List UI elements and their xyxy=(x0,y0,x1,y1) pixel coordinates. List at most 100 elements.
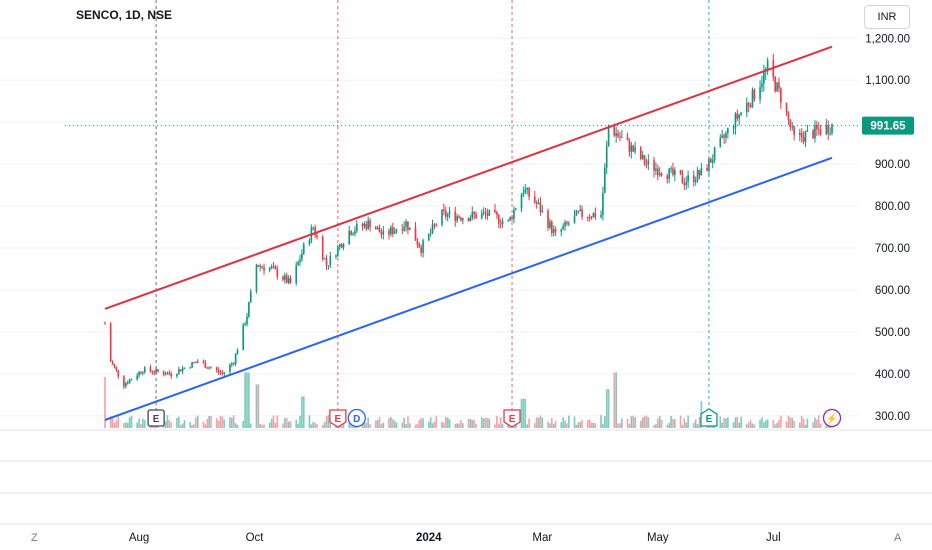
volume-bar xyxy=(441,421,443,428)
candle-body xyxy=(791,126,794,128)
candle-body xyxy=(759,87,761,100)
volume-bar xyxy=(592,422,595,428)
volume-bar xyxy=(588,419,591,428)
event-marker-earnings-neutral[interactable]: E xyxy=(147,409,165,427)
auto-scale-button[interactable]: A xyxy=(894,532,902,544)
volume-bar xyxy=(302,396,305,428)
volume-bar xyxy=(615,372,617,428)
event-marker-earnings-miss[interactable]: E xyxy=(503,409,521,428)
candle-body xyxy=(329,255,332,266)
volume-bar xyxy=(176,418,178,428)
candle-body xyxy=(615,133,617,136)
volume-bar xyxy=(431,423,434,428)
volume-bar xyxy=(473,419,475,428)
candle-body xyxy=(829,133,831,135)
candle-body xyxy=(660,173,663,176)
candle-body xyxy=(653,160,655,171)
candle-body xyxy=(193,362,195,364)
y-tick-label: 600.00 xyxy=(875,285,910,297)
event-marker-box xyxy=(147,409,165,427)
candle-body xyxy=(526,187,529,190)
volume-bar xyxy=(617,423,619,428)
candle-body xyxy=(496,212,498,216)
last-price-tag: 991.65 xyxy=(862,116,914,135)
volume-bar xyxy=(276,415,279,428)
candle-body xyxy=(798,132,801,135)
candle-body xyxy=(541,210,544,212)
volume-bar xyxy=(552,423,555,428)
candle-body xyxy=(422,240,424,253)
event-lines xyxy=(155,0,710,420)
event-marker-dividend[interactable]: D xyxy=(347,408,366,428)
symbol-title[interactable]: SENCO, 1D, NSE xyxy=(76,8,173,22)
volume-bar xyxy=(272,415,275,428)
trend-channel[interactable] xyxy=(104,45,833,421)
volume-bar xyxy=(814,417,816,428)
volume-bar xyxy=(136,422,139,428)
volume-bar xyxy=(416,423,419,428)
candle-body xyxy=(573,215,576,224)
volume-bar xyxy=(791,417,794,428)
candle-body xyxy=(658,173,661,176)
volume-bar xyxy=(140,424,142,428)
candle-body xyxy=(183,367,186,369)
candle-body xyxy=(789,119,792,128)
upper-channel-line xyxy=(104,45,833,310)
candle-body xyxy=(416,240,419,245)
currency-button[interactable]: INR xyxy=(864,5,910,29)
candle-body xyxy=(162,371,165,375)
volume-bar xyxy=(403,417,405,428)
candle-body xyxy=(405,221,407,227)
volume-bar xyxy=(138,418,140,428)
candle-body xyxy=(308,240,311,245)
volume-bar xyxy=(469,418,472,428)
candle-body xyxy=(391,227,394,234)
x-tick-label: Aug xyxy=(129,532,149,544)
candle-body xyxy=(429,232,432,234)
event-marker-earnings-beat[interactable]: E xyxy=(700,408,718,427)
volume-bar xyxy=(653,424,655,428)
volume-bar xyxy=(643,416,646,428)
candle-body xyxy=(448,211,451,215)
volume-bar xyxy=(524,398,527,428)
volume-bar xyxy=(619,423,621,428)
volume-bar xyxy=(696,424,699,428)
candle-body xyxy=(299,259,301,263)
candle-body xyxy=(460,217,462,221)
candle-body xyxy=(751,89,754,107)
candle-body xyxy=(301,253,303,260)
volume-bar xyxy=(388,418,390,428)
volume-bar xyxy=(390,417,392,428)
candle-body xyxy=(655,168,657,171)
event-marker-label: E xyxy=(509,414,516,425)
volume-bar xyxy=(499,416,502,428)
volume-bar xyxy=(560,422,563,428)
candle-body xyxy=(774,77,777,92)
volume-bar xyxy=(395,422,398,428)
candle-body xyxy=(388,230,390,235)
candle-body xyxy=(189,367,192,369)
volume-bar xyxy=(249,423,252,428)
candle-body xyxy=(270,266,273,269)
candle-body xyxy=(376,227,379,230)
time-axis[interactable]: Aug Oct 2024 Mar May Jul xyxy=(129,532,781,544)
candle-body xyxy=(354,231,356,234)
candle-body xyxy=(727,128,729,133)
event-marker-earnings-miss[interactable]: E xyxy=(329,409,347,428)
event-marker-news-flash[interactable]: ⚡ xyxy=(822,408,842,428)
candle-body xyxy=(427,233,430,241)
x-tick-label: Mar xyxy=(532,532,552,544)
candle-body xyxy=(817,129,820,131)
candle-body xyxy=(352,233,354,236)
candle-body xyxy=(513,209,515,219)
candle-body xyxy=(698,170,701,176)
candle-body xyxy=(340,244,343,248)
volume-bar xyxy=(621,418,623,428)
zoom-reset-button[interactable]: Z xyxy=(31,532,38,544)
volume-bar xyxy=(817,415,820,428)
candle-body xyxy=(337,246,339,256)
price-axis[interactable]: 300.00 400.00 500.00 600.00 700.00 800.00 900.… xyxy=(865,33,910,423)
volume-bar xyxy=(242,421,245,428)
event-markers[interactable]: E E D E E ⚡ xyxy=(147,408,842,428)
